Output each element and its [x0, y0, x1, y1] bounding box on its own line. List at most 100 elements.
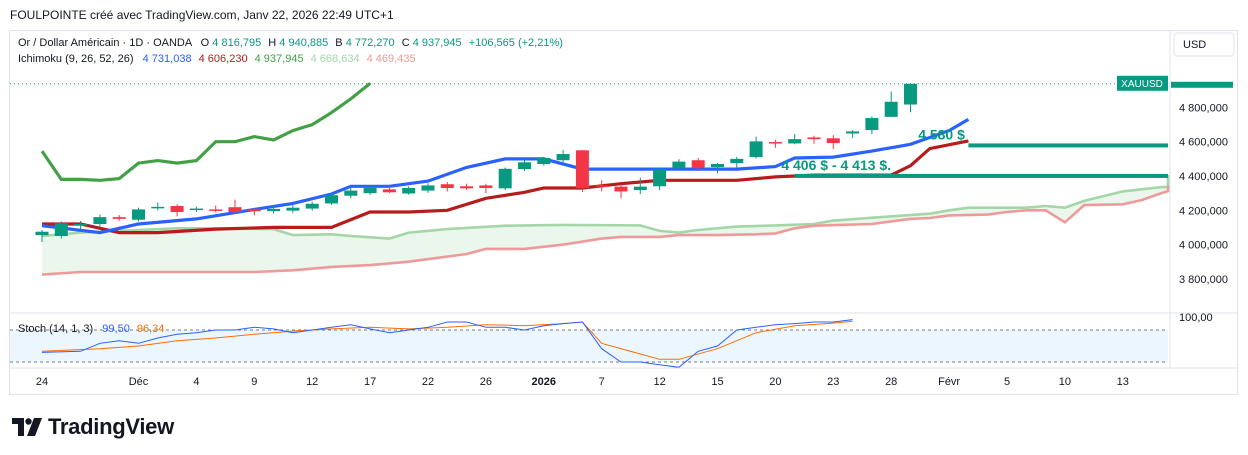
stoch-k-line	[41, 319, 853, 368]
candle	[344, 188, 358, 199]
chart-header-title: FOULPOINTE créé avec TradingView.com, Ja…	[10, 8, 394, 22]
legend-close-label: C	[402, 37, 410, 49]
time-tick-label: 13	[1117, 376, 1129, 388]
candle-body	[633, 186, 647, 191]
candle-body	[826, 138, 840, 144]
candle-body	[305, 203, 319, 209]
legend-open-label: O	[201, 37, 210, 49]
ichimoku-lagging-value: 4 937,945	[255, 53, 304, 65]
legend-change: +106,565 (+2,21%)	[469, 37, 563, 49]
candle	[498, 167, 512, 191]
candle	[209, 205, 223, 213]
candle-body	[788, 139, 802, 144]
candle	[363, 185, 377, 195]
candle	[614, 184, 628, 199]
stoch-tick-label: 100,00	[1179, 312, 1213, 324]
candle	[807, 135, 821, 144]
candle-body	[518, 162, 531, 170]
time-tick-label: Févr	[938, 376, 960, 388]
time-tick-label: Déc	[129, 376, 149, 388]
candle-body	[267, 208, 281, 212]
price-tick-label: 4 600,000	[1179, 137, 1228, 149]
candle	[865, 116, 879, 134]
candle-body	[325, 195, 338, 204]
candle	[93, 214, 107, 228]
candle	[421, 183, 435, 193]
tradingview-logo-text: TradingView	[48, 414, 174, 439]
time-tick-label: 26	[480, 376, 492, 388]
time-tick-label: 12	[653, 376, 665, 388]
candle-body	[209, 209, 223, 211]
legend-high-value: 4 940,885	[279, 37, 328, 49]
candle-body	[711, 164, 724, 168]
candle-body	[595, 185, 609, 187]
time-tick-label: 4	[193, 376, 199, 388]
candle	[768, 139, 782, 148]
chart-frame	[9, 30, 1238, 395]
candle-body	[865, 118, 879, 131]
candlesticks	[35, 83, 917, 242]
candle-body	[479, 185, 493, 188]
price-axis[interactable]: 3 800,000 4 000,000 4 200,000 4 400,000 4 60…	[1179, 102, 1228, 285]
currency-label: USD	[1183, 39, 1206, 51]
time-tick-label: 12	[306, 376, 318, 388]
time-tick-label: 15	[711, 376, 723, 388]
candle-body	[460, 186, 474, 189]
candle	[132, 207, 145, 222]
candle-body	[344, 190, 358, 196]
candle	[305, 201, 319, 211]
ticker-badge-label: XAUUSD	[1121, 79, 1163, 90]
ichimoku-cloud	[41, 175, 1170, 276]
price-zones: 4 580 $ 4 406 $ - 4 413 $. XAUUSD	[10, 75, 1233, 178]
candle-body	[846, 131, 860, 134]
candle	[730, 156, 744, 168]
stoch-label: Stoch (14, 1, 3)	[18, 323, 93, 335]
candle-body	[93, 217, 107, 224]
candle-body	[672, 161, 686, 169]
legend-low-value: 4 772,270	[346, 37, 395, 49]
stoch-d-line	[41, 320, 853, 360]
candle	[54, 221, 68, 239]
time-tick-label: 20	[769, 376, 781, 388]
ichimoku-cloud-fill	[42, 175, 1168, 275]
candle-body	[35, 231, 49, 236]
candle	[382, 186, 396, 194]
tenkan-sen-line	[41, 118, 970, 235]
ichimoku-spanb-value: 4 469,435	[367, 53, 416, 65]
candle	[826, 135, 840, 149]
candle	[170, 204, 184, 217]
candle-body	[402, 188, 416, 194]
candle	[595, 180, 609, 192]
svg-text:Ichimoku (9, 26, 52, 26): Ichimoku (9, 26, 52, 26) 4 731,038 4 606…	[18, 53, 416, 65]
candle-body	[537, 158, 551, 164]
svg-text:Stoch (14, 1, 3) 99,50: Stoch (14, 1, 3) 99,50 96,34	[18, 323, 164, 335]
price-axis-marker	[1171, 81, 1233, 88]
candle	[460, 183, 474, 191]
candle-body	[382, 189, 396, 193]
candle-body	[730, 158, 744, 164]
candle-body	[904, 83, 917, 105]
time-tick-label: 2026	[532, 376, 556, 388]
price-tick-label: 3 800,000	[1179, 274, 1228, 286]
candle	[711, 163, 724, 174]
candle	[247, 208, 261, 216]
candle	[691, 158, 705, 171]
stoch-d-value: 96,34	[137, 323, 165, 335]
ichimoku-label: Ichimoku (9, 26, 52, 26)	[18, 53, 134, 65]
ichimoku-kijun-value: 4 606,230	[199, 53, 248, 65]
time-axis[interactable]: 24 Déc 4 9 12 17 22 26 2026 7 12 15 20 23 28 Févr 5 10 13	[36, 376, 1129, 388]
candle	[904, 83, 917, 113]
time-tick-label: 7	[599, 376, 605, 388]
price-tick-label: 4 400,000	[1179, 171, 1228, 183]
candle	[35, 230, 49, 242]
candle-body	[151, 206, 165, 209]
currency-button[interactable]: USD	[1173, 32, 1235, 57]
candle	[556, 149, 570, 163]
candle-body	[421, 185, 435, 191]
candle	[749, 136, 763, 159]
tradingview-logo[interactable]: TradingView	[12, 414, 174, 440]
ichimoku-spana-value: 4 668,634	[311, 53, 360, 65]
candle	[518, 159, 531, 171]
price-zone-label: 4 406 $ - 4 413 $.	[781, 157, 891, 173]
